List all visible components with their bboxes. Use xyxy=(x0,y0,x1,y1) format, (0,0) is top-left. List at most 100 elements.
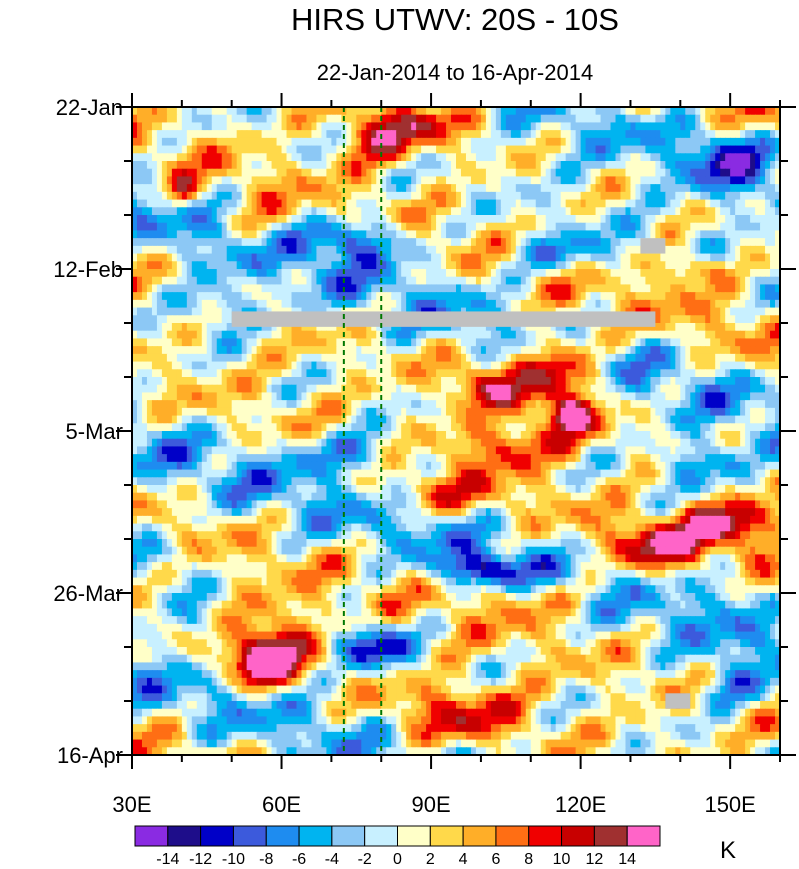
heatmap-cell xyxy=(206,284,213,293)
heatmap-cell xyxy=(196,261,203,270)
heatmap-cell xyxy=(426,238,432,247)
heatmap-cell xyxy=(236,269,243,278)
heatmap-cell xyxy=(560,238,567,247)
heatmap-cell xyxy=(161,168,168,178)
heatmap-cell xyxy=(675,176,681,185)
heatmap-cell xyxy=(765,384,771,394)
heatmap-cell xyxy=(540,353,547,363)
heatmap-cell xyxy=(216,238,223,247)
heatmap-cell xyxy=(760,269,766,278)
heatmap-cell xyxy=(490,384,497,394)
heatmap-cell xyxy=(500,253,507,262)
heatmap-cell xyxy=(515,384,522,394)
heatmap-cell xyxy=(730,377,736,386)
heatmap-cell xyxy=(271,207,278,216)
heatmap-cell xyxy=(171,176,178,185)
heatmap-cell xyxy=(301,330,308,340)
heatmap-cell xyxy=(675,199,681,208)
heatmap-cell xyxy=(306,253,313,262)
heatmap-cell xyxy=(665,315,671,324)
heatmap-cell xyxy=(216,269,223,278)
heatmap-cell xyxy=(406,377,412,386)
heatmap-cell xyxy=(311,122,318,131)
heatmap-cell xyxy=(580,176,587,185)
heatmap-cell xyxy=(241,323,248,332)
heatmap-cell xyxy=(565,207,572,216)
heatmap-cell xyxy=(715,315,721,324)
heatmap-cell xyxy=(485,330,492,340)
heatmap-cell xyxy=(196,207,203,216)
heatmap-cell xyxy=(670,245,676,255)
heatmap-cell xyxy=(650,215,656,224)
heatmap-cell xyxy=(560,346,567,355)
heatmap-cell xyxy=(715,330,721,340)
heatmap-cell xyxy=(565,122,572,131)
heatmap-cell xyxy=(376,122,382,131)
heatmap-cell xyxy=(401,276,407,286)
heatmap-cell xyxy=(206,261,213,270)
heatmap-cell xyxy=(201,122,208,131)
heatmap-cell xyxy=(585,253,592,262)
heatmap-cell xyxy=(540,199,547,208)
heatmap-cell xyxy=(186,207,193,216)
heatmap-cell xyxy=(705,377,711,386)
heatmap-cell xyxy=(670,392,676,401)
heatmap-cell xyxy=(560,299,567,309)
heatmap-cell xyxy=(166,346,173,355)
heatmap-cell xyxy=(261,161,268,170)
heatmap-cell xyxy=(286,137,293,147)
heatmap-cell xyxy=(401,122,407,131)
heatmap-cell xyxy=(595,269,602,278)
heatmap-cell xyxy=(725,269,731,278)
heatmap-cell xyxy=(680,361,686,370)
heatmap-cell xyxy=(695,323,701,332)
heatmap-cell xyxy=(176,384,183,394)
heatmap-cell xyxy=(401,222,407,232)
heatmap-cell xyxy=(166,299,173,309)
heatmap-cell xyxy=(620,184,627,193)
heatmap-cell xyxy=(540,145,547,154)
heatmap-cell xyxy=(291,400,298,409)
heatmap-cell xyxy=(745,323,751,332)
heatmap-cell xyxy=(755,253,761,262)
heatmap-cell xyxy=(475,377,482,386)
heatmap-cell xyxy=(540,346,547,355)
heatmap-cell xyxy=(595,284,602,293)
heatmap-cell xyxy=(161,161,168,170)
heatmap-cell xyxy=(381,299,387,309)
heatmap-cell xyxy=(745,253,751,262)
heatmap-cell xyxy=(186,361,193,370)
heatmap-cell xyxy=(351,245,357,255)
heatmap-cell xyxy=(535,338,542,347)
heatmap-cell xyxy=(730,361,736,370)
heatmap-cell xyxy=(236,400,243,409)
heatmap-cell xyxy=(401,238,407,247)
heatmap-cell xyxy=(690,292,696,301)
heatmap-cell xyxy=(141,122,148,131)
heatmap-cell xyxy=(765,346,771,355)
heatmap-cell xyxy=(451,377,457,386)
heatmap-cell xyxy=(366,292,372,301)
heatmap-cell xyxy=(401,299,407,309)
heatmap-cell xyxy=(520,145,527,154)
heatmap-cell xyxy=(366,114,372,124)
heatmap-cell xyxy=(151,261,158,270)
heatmap-cell xyxy=(261,137,268,147)
heatmap-cell xyxy=(446,176,452,185)
heatmap-cell xyxy=(585,145,592,154)
heatmap-cell xyxy=(635,207,642,216)
heatmap-cell xyxy=(206,400,213,409)
heatmap-cell xyxy=(735,145,741,154)
heatmap-cell xyxy=(750,199,756,208)
heatmap-cell xyxy=(451,199,457,208)
heatmap-cell xyxy=(286,107,293,116)
heatmap-cell xyxy=(650,292,656,301)
heatmap-cell xyxy=(316,161,323,170)
heatmap-cell xyxy=(376,338,382,347)
heatmap-cell xyxy=(625,323,632,332)
heatmap-cell xyxy=(301,284,308,293)
heatmap-cell xyxy=(391,330,397,340)
heatmap-cell xyxy=(341,253,347,262)
heatmap-cell xyxy=(685,276,691,286)
heatmap-cell xyxy=(615,346,622,355)
